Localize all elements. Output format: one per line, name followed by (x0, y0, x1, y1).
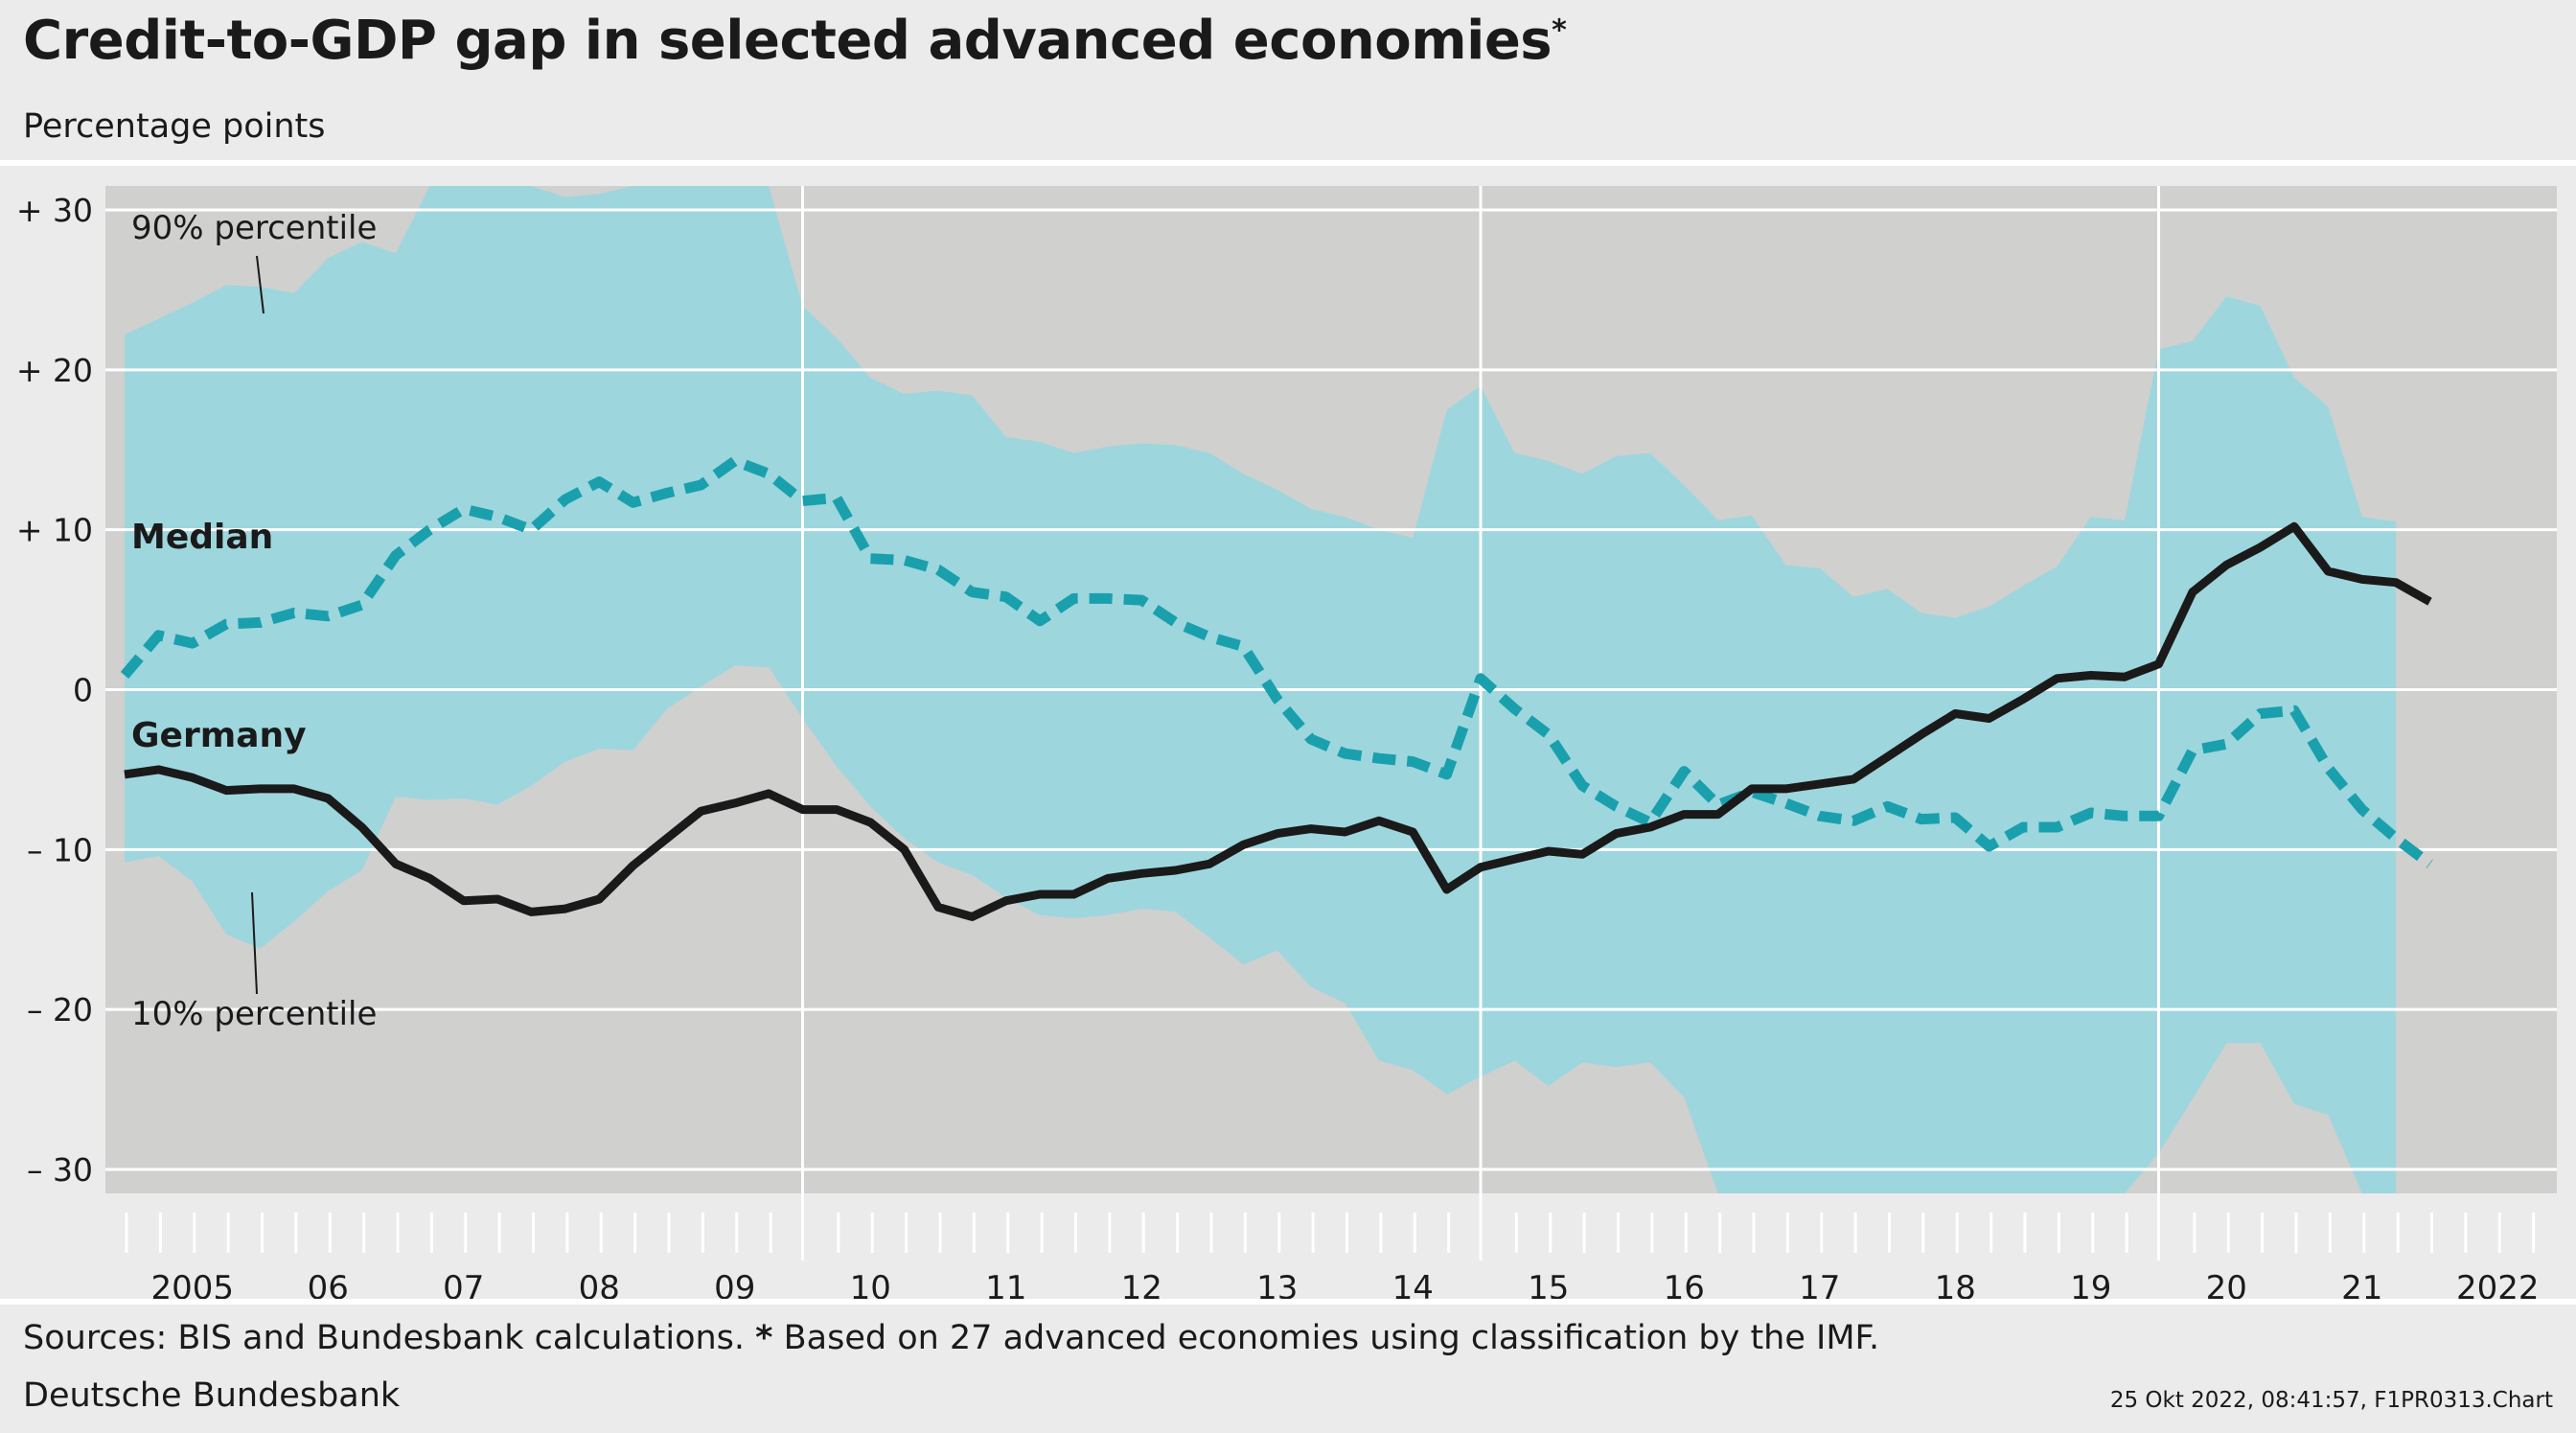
annotation-median: Median (131, 518, 273, 557)
sources-note: Sources: BIS and Bundesbank calculations… (23, 1319, 1879, 1357)
chart-subtitle: Percentage points (23, 107, 326, 146)
x-tick-label: 09 (714, 1269, 755, 1299)
x-tick-label: 07 (443, 1269, 484, 1299)
annotation-germany: Germany (131, 716, 307, 755)
footnote-marker: * (755, 1319, 773, 1357)
x-tick-label: 19 (2070, 1269, 2111, 1299)
chart-timestamp: 25 Okt 2022, 08:41:57, F1PR0313.Chart (2109, 1388, 2553, 1413)
x-tick-label: 20 (2206, 1269, 2247, 1299)
header-divider (0, 160, 2576, 166)
x-tick-label: 16 (1664, 1269, 1705, 1299)
publisher-name: Deutsche Bundesbank (23, 1376, 401, 1415)
x-tick-label: 21 (2341, 1269, 2382, 1299)
x-tick-label: 06 (308, 1269, 349, 1299)
annotation-90-percentile: 90% percentile (131, 209, 377, 247)
x-tick-label: 13 (1256, 1269, 1298, 1299)
chart-title-text: Credit-to-GDP gap in selected advanced e… (23, 10, 1552, 72)
x-tick-label: 12 (1121, 1269, 1162, 1299)
footer-divider (0, 1299, 2576, 1305)
annotation-10-percentile: 10% percentile (131, 995, 377, 1033)
x-tick-label: 10 (850, 1269, 891, 1299)
x-tick-label: 15 (1528, 1269, 1569, 1299)
annotation-10-leader (251, 891, 258, 995)
title-footnote-marker: * (1552, 13, 1567, 48)
y-tick-label: + 30 (16, 192, 93, 229)
y-tick-label: 0 (73, 672, 93, 709)
x-tick-label: 2022 (2456, 1269, 2540, 1299)
y-tick-label: – 30 (27, 1151, 93, 1189)
x-tick-label: 14 (1392, 1269, 1434, 1299)
x-tick-label: 17 (1799, 1269, 1840, 1299)
y-tick-label: – 10 (27, 831, 93, 868)
chart-title: Credit-to-GDP gap in selected advanced e… (23, 10, 1567, 72)
y-tick-label: – 20 (27, 991, 93, 1029)
median-line (120, 455, 2433, 868)
sources-text: Sources: BIS and Bundesbank calculations… (23, 1319, 746, 1357)
germany-line (124, 521, 2432, 921)
credit-to-gdp-chart: + 30 + 20 + 10 0 – 10 – 20 – 30 2005 06 07 08 09 10 1… (16, 186, 2557, 1299)
x-tick-label: 2005 (150, 1269, 234, 1299)
y-tick-label: + 20 (16, 352, 93, 389)
y-tick-label: + 10 (16, 512, 93, 549)
x-tick-label: 08 (579, 1269, 620, 1299)
x-tick-label: 11 (985, 1269, 1026, 1299)
x-tick-label: 18 (1935, 1269, 1976, 1299)
annotation-90-leader (256, 255, 264, 314)
footnote-text: Based on 27 advanced economies using cla… (783, 1319, 1880, 1357)
